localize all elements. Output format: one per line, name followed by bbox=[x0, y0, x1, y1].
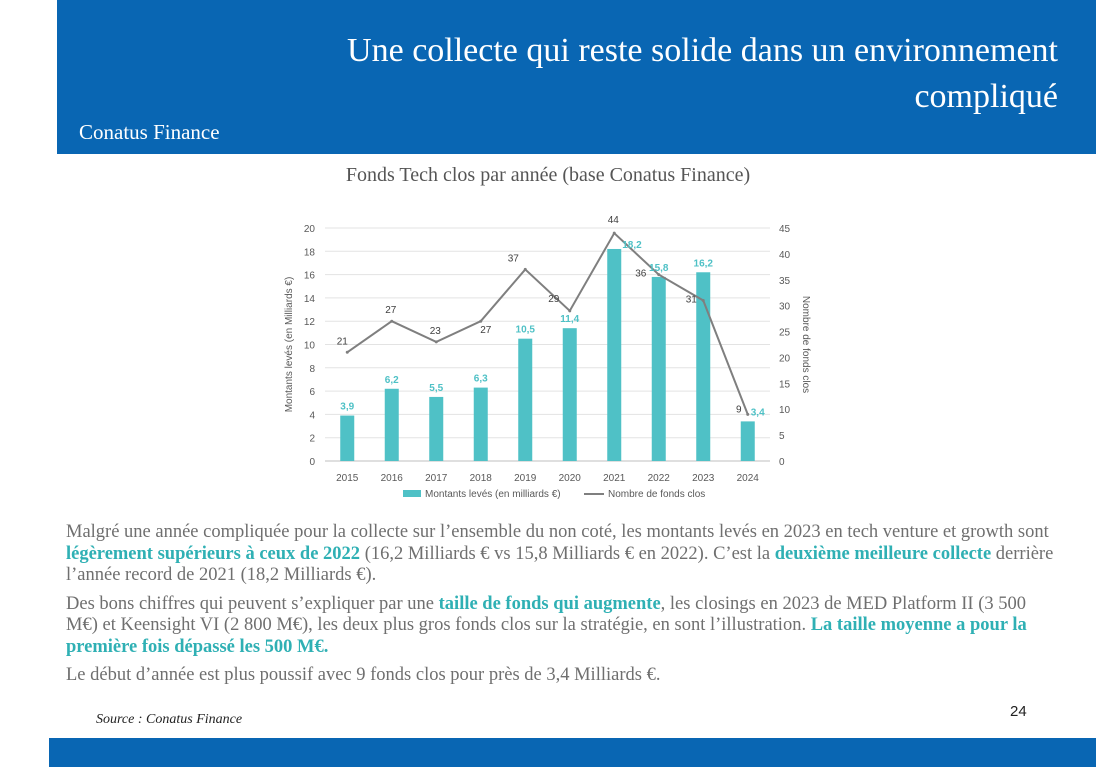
bar bbox=[562, 328, 577, 461]
paragraph-1: Malgré une année compliquée pour la coll… bbox=[66, 522, 1054, 585]
y2-tick-label: 25 bbox=[779, 328, 791, 339]
chart-legend: Montants levés (en milliards €) Nombre de… bbox=[403, 489, 705, 500]
x-tick-label: 2018 bbox=[470, 473, 493, 484]
y-tick-label: 0 bbox=[309, 457, 315, 468]
bar bbox=[473, 387, 488, 461]
line-point bbox=[612, 231, 616, 235]
line-value-label: 37 bbox=[508, 253, 520, 264]
legend-label-bars: Montants levés (en milliards €) bbox=[425, 489, 561, 500]
bar bbox=[518, 338, 533, 461]
y2-axis-title: Nombre de fonds clos bbox=[800, 296, 811, 393]
chart-title: Fonds Tech clos par année (base Conatus … bbox=[345, 164, 751, 186]
bar-value-label: 10,5 bbox=[516, 325, 536, 336]
y-tick-label: 12 bbox=[304, 317, 316, 328]
bar bbox=[740, 421, 755, 461]
line-point bbox=[434, 340, 438, 344]
line-value-label: 31 bbox=[686, 294, 698, 305]
line-point bbox=[523, 267, 527, 271]
line-value-label: 29 bbox=[548, 294, 560, 305]
y2-tick-label: 15 bbox=[779, 379, 791, 390]
line-value-label: 44 bbox=[608, 215, 620, 226]
line-value-label: 9 bbox=[736, 404, 742, 415]
line-value-label: 27 bbox=[385, 305, 397, 316]
bar-series bbox=[340, 248, 755, 461]
bar-value-label: 3,9 bbox=[340, 402, 354, 413]
page-number: 24 bbox=[1010, 703, 1027, 720]
line-point bbox=[345, 350, 349, 354]
paragraph-3: Le début d’année est plus poussif avec 9… bbox=[66, 665, 661, 685]
y-tick-label: 14 bbox=[304, 294, 316, 305]
line-value-label: 21 bbox=[337, 336, 349, 347]
line-point bbox=[701, 298, 705, 302]
brand-name: Conatus Finance bbox=[79, 120, 220, 144]
y-axis-title: Montants levés (en Milliards €) bbox=[284, 277, 295, 413]
x-tick-label: 2021 bbox=[603, 473, 626, 484]
y-tick-label: 6 bbox=[309, 387, 315, 398]
x-tick-label: 2024 bbox=[737, 473, 760, 484]
bar bbox=[651, 276, 666, 461]
y-tick-label: 20 bbox=[304, 224, 316, 235]
line-value-label: 23 bbox=[430, 326, 442, 337]
chart-axes: 0 2 4 6 8 10 12 14 16 18 20 0 5 10 15 20 25 30 35 40 45 2015 2… bbox=[284, 224, 811, 484]
y2-tick-label: 20 bbox=[779, 353, 791, 364]
combo-chart: 3,9 6,2 5,5 6,3 10,5 11,4 18,2 15,8 16,2 3,4 21 27 2… bbox=[284, 215, 811, 500]
source-note: Source : Conatus Finance bbox=[96, 712, 243, 727]
y2-tick-label: 45 bbox=[779, 224, 791, 235]
bar-value-label: 18,2 bbox=[622, 240, 642, 251]
y-tick-label: 18 bbox=[304, 247, 316, 258]
bar bbox=[429, 396, 444, 461]
y2-tick-label: 10 bbox=[779, 405, 791, 416]
commentary: Malgré une année compliquée pour la coll… bbox=[66, 522, 1056, 694]
y2-tick-label: 30 bbox=[779, 302, 791, 313]
bar-value-label: 16,2 bbox=[694, 258, 714, 269]
x-tick-label: 2023 bbox=[692, 473, 715, 484]
line-point bbox=[390, 319, 394, 323]
y-tick-label: 8 bbox=[309, 364, 315, 375]
line-value-label: 36 bbox=[635, 269, 647, 280]
line-point bbox=[479, 319, 483, 323]
page-title: Une collecte qui reste solide dans un en… bbox=[347, 32, 1058, 115]
y2-tick-label: 5 bbox=[779, 431, 785, 442]
line-point bbox=[657, 273, 661, 277]
data-labels: 3,9 6,2 5,5 6,3 10,5 11,4 18,2 15,8 16,2 3,4 21 27 2… bbox=[337, 215, 765, 418]
bar-value-label: 11,4 bbox=[560, 314, 579, 325]
line-point bbox=[746, 412, 750, 416]
bar-value-label: 3,4 bbox=[751, 407, 765, 418]
bar bbox=[384, 388, 399, 461]
bar bbox=[340, 415, 355, 461]
paragraph-2: Des bons chiffres qui peuvent s’explique… bbox=[66, 593, 1027, 657]
bar-value-label: 6,3 bbox=[474, 374, 488, 385]
chart-grid bbox=[325, 227, 770, 462]
y-tick-label: 10 bbox=[304, 341, 316, 352]
y2-tick-label: 0 bbox=[779, 457, 785, 468]
y2-tick-label: 35 bbox=[779, 276, 791, 287]
y-tick-label: 2 bbox=[309, 434, 315, 445]
bar-value-label: 5,5 bbox=[429, 383, 443, 394]
x-tick-label: 2017 bbox=[425, 473, 448, 484]
line-series bbox=[345, 231, 750, 416]
x-tick-label: 2022 bbox=[648, 473, 671, 484]
x-tick-label: 2016 bbox=[381, 473, 404, 484]
legend-swatch-bars bbox=[403, 490, 421, 497]
x-tick-label: 2019 bbox=[514, 473, 537, 484]
legend-label-line: Nombre de fonds clos bbox=[608, 489, 705, 500]
bar-value-label: 15,8 bbox=[649, 263, 669, 274]
y-tick-label: 4 bbox=[309, 410, 315, 421]
bar bbox=[607, 248, 622, 461]
bar bbox=[696, 272, 711, 461]
y2-tick-label: 40 bbox=[779, 250, 791, 261]
line-value-label: 27 bbox=[480, 325, 492, 336]
x-tick-label: 2020 bbox=[559, 473, 582, 484]
header-banner: Une collecte qui reste solide dans un en… bbox=[57, 0, 1096, 154]
x-tick-label: 2015 bbox=[336, 473, 359, 484]
series-line bbox=[346, 231, 749, 415]
footer-banner bbox=[49, 738, 1096, 767]
bar-value-label: 6,2 bbox=[385, 375, 399, 386]
y-tick-label: 16 bbox=[304, 271, 316, 282]
line-point bbox=[568, 309, 572, 313]
